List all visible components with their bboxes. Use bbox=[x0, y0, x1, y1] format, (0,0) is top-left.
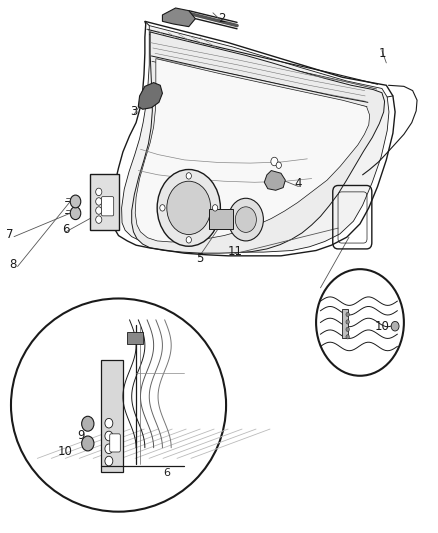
FancyBboxPatch shape bbox=[110, 434, 120, 452]
Text: 6: 6 bbox=[163, 469, 170, 478]
Polygon shape bbox=[135, 59, 369, 242]
Text: 8: 8 bbox=[10, 259, 17, 271]
Text: 10: 10 bbox=[57, 446, 72, 458]
Circle shape bbox=[212, 205, 217, 211]
Text: 9: 9 bbox=[77, 430, 85, 442]
Text: 4: 4 bbox=[294, 177, 302, 190]
Bar bbox=[90, 174, 118, 230]
Circle shape bbox=[105, 418, 113, 428]
Text: 3: 3 bbox=[130, 106, 137, 118]
Circle shape bbox=[105, 456, 113, 466]
Text: 5: 5 bbox=[196, 252, 203, 265]
Circle shape bbox=[186, 173, 191, 179]
Text: 11: 11 bbox=[227, 245, 242, 258]
Circle shape bbox=[95, 207, 102, 214]
Circle shape bbox=[70, 207, 81, 220]
Bar bbox=[208, 209, 232, 229]
Circle shape bbox=[81, 416, 94, 431]
FancyBboxPatch shape bbox=[101, 197, 113, 216]
Bar bbox=[127, 332, 142, 344]
Bar bbox=[342, 309, 347, 338]
Text: 10: 10 bbox=[374, 320, 389, 333]
Polygon shape bbox=[264, 171, 285, 190]
Text: 1: 1 bbox=[377, 47, 385, 60]
Text: 2: 2 bbox=[217, 12, 225, 25]
Circle shape bbox=[235, 207, 256, 232]
Polygon shape bbox=[138, 83, 162, 109]
Circle shape bbox=[390, 321, 398, 331]
Polygon shape bbox=[162, 8, 195, 27]
Circle shape bbox=[70, 195, 81, 208]
Text: 6: 6 bbox=[62, 223, 70, 236]
Ellipse shape bbox=[11, 298, 226, 512]
Circle shape bbox=[276, 162, 281, 168]
Circle shape bbox=[345, 335, 349, 339]
Circle shape bbox=[166, 181, 210, 235]
Bar bbox=[101, 360, 123, 472]
Circle shape bbox=[81, 436, 94, 451]
Text: 7: 7 bbox=[6, 228, 14, 241]
Circle shape bbox=[345, 312, 349, 317]
Circle shape bbox=[186, 237, 191, 243]
Circle shape bbox=[315, 269, 403, 376]
Circle shape bbox=[228, 198, 263, 241]
Circle shape bbox=[95, 188, 102, 196]
Circle shape bbox=[345, 327, 349, 332]
Circle shape bbox=[95, 216, 102, 223]
Circle shape bbox=[270, 157, 277, 166]
Circle shape bbox=[105, 444, 113, 454]
Circle shape bbox=[157, 169, 220, 246]
Circle shape bbox=[105, 431, 113, 441]
Polygon shape bbox=[121, 26, 388, 252]
Circle shape bbox=[345, 320, 349, 324]
Circle shape bbox=[159, 205, 165, 211]
Polygon shape bbox=[131, 32, 384, 253]
Circle shape bbox=[95, 198, 102, 205]
